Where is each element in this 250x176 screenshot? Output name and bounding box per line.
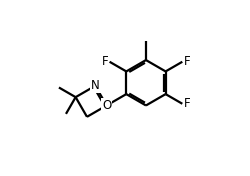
Text: N: N: [91, 79, 100, 92]
Text: F: F: [184, 55, 190, 68]
Text: F: F: [184, 97, 190, 110]
Text: O: O: [102, 99, 111, 112]
Text: F: F: [102, 55, 108, 68]
